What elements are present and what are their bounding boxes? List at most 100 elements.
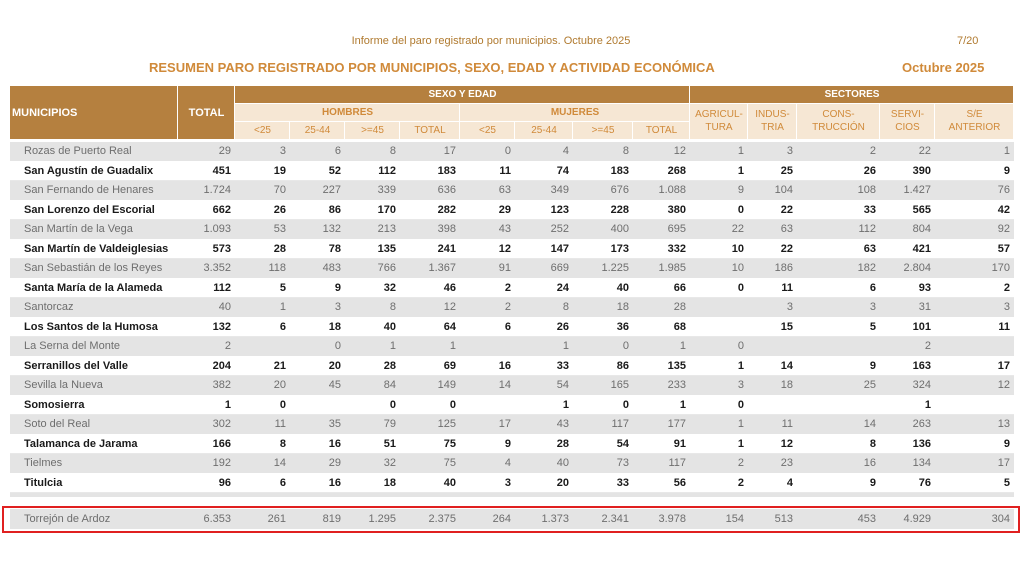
cell-value: 18: [328, 320, 341, 333]
cell-value: 40: [218, 301, 231, 314]
cell-value: 101: [912, 320, 931, 333]
municipality: Santa María de la Alameda: [24, 281, 163, 294]
cell-value: 1: [737, 418, 744, 431]
cell-value: 0: [279, 398, 286, 411]
cell-value: 1.427: [903, 184, 931, 197]
cell-value: 398: [437, 223, 456, 236]
header-label: MUJERES: [550, 107, 600, 118]
cell-value: 573: [212, 242, 231, 255]
cell-value: 0: [622, 340, 629, 353]
cell-value: 69: [443, 359, 456, 372]
cell-value: 1: [389, 340, 396, 353]
cell-value: 3: [279, 145, 286, 158]
table-row: [10, 181, 1014, 201]
cell-value: 1: [737, 145, 744, 158]
cell-value: 1: [737, 359, 744, 372]
cell-value: 57: [997, 242, 1010, 255]
cell-value: 70: [273, 184, 286, 197]
cell-value: 42: [997, 203, 1010, 216]
cell-value: 20: [328, 359, 341, 372]
cell-value: 154: [725, 513, 744, 525]
cell-value: 26: [863, 164, 876, 177]
cell-value: 339: [377, 184, 396, 197]
cell-value: 1: [224, 398, 231, 411]
header-cell: [235, 86, 690, 104]
cell-value: 268: [667, 164, 686, 177]
header-cell: [460, 104, 690, 122]
cell-value: 241: [437, 242, 456, 255]
cell-value: 3: [786, 301, 793, 314]
header-cell: [690, 86, 1014, 104]
cell-value: 63: [863, 242, 876, 255]
cell-value: 40: [383, 320, 396, 333]
sub-header: <25: [254, 125, 271, 136]
cell-value: 86: [616, 359, 629, 372]
cell-value: 68: [673, 320, 686, 333]
cell-value: 227: [322, 184, 341, 197]
cell-value: 9: [869, 476, 876, 489]
cell-value: 0: [737, 203, 744, 216]
cell-value: 15: [780, 320, 793, 333]
cell-value: 1.373: [541, 513, 569, 525]
cell-value: 5: [869, 320, 876, 333]
cell-value: 11: [274, 418, 286, 431]
cell-value: 64: [443, 320, 456, 333]
cell-value: 1: [679, 398, 686, 411]
header-cell: [460, 122, 515, 140]
cell-value: 91: [673, 437, 686, 450]
cell-value: 16: [498, 359, 511, 372]
cell-value: 9: [1003, 164, 1010, 177]
cell-value: 766: [377, 262, 396, 275]
cell-value: 163: [912, 359, 931, 372]
cell-value: 28: [673, 301, 686, 314]
cell-value: 1: [562, 398, 569, 411]
sector-header: TURA: [705, 122, 733, 133]
cell-value: 20: [556, 476, 569, 489]
cell-value: 136: [912, 437, 931, 450]
month: Octubre 2025: [902, 60, 985, 75]
header-cell: [880, 104, 935, 140]
cell-value: 170: [991, 262, 1010, 275]
cell-value: 9: [737, 184, 744, 197]
cell-value: 1.367: [428, 262, 456, 275]
sub-header: 25-44: [304, 125, 331, 136]
sector-header: ANTERIOR: [948, 122, 1001, 133]
cell-value: 28: [556, 437, 569, 450]
cell-value: 6: [279, 320, 286, 333]
municipality: Rozas de Puerto Real: [24, 145, 132, 158]
cell-value: 324: [912, 379, 931, 392]
sector-header: SERVI-: [890, 109, 925, 120]
cell-value: 165: [610, 379, 629, 392]
cell-value: 5: [279, 281, 286, 294]
cell-value: 1.093: [203, 223, 231, 236]
cell-value: 19: [273, 164, 286, 177]
cell-value: 263: [912, 418, 931, 431]
cell-value: 66: [673, 281, 686, 294]
header-cell: [748, 104, 797, 140]
header-label: MUNICIPIOS: [12, 107, 78, 119]
sub-header: TOTAL: [645, 125, 678, 136]
cell-value: 2: [869, 145, 876, 158]
table-row: [10, 220, 1014, 240]
header-cell: [10, 86, 178, 140]
cell-value: 3: [334, 301, 341, 314]
header-cell: [690, 104, 748, 140]
cell-value: 390: [912, 164, 931, 177]
cell-value: 22: [918, 145, 931, 158]
cell-value: 17: [498, 418, 511, 431]
sector-header: INDUS-: [755, 109, 790, 120]
cell-value: 166: [212, 437, 231, 450]
cell-value: 1: [562, 340, 569, 353]
cell-value: 63: [498, 184, 511, 197]
cell-value: 123: [550, 203, 569, 216]
page-number: 7/20: [957, 35, 979, 47]
header-cell: [345, 122, 400, 140]
table-row: [10, 298, 1014, 318]
cell-value: 3.352: [203, 262, 231, 275]
table-row: [10, 337, 1014, 357]
cell-value: 1.724: [203, 184, 231, 197]
cell-value: 0: [504, 145, 511, 158]
cell-value: 1: [924, 398, 931, 411]
cell-value: 32: [383, 457, 396, 470]
cell-value: 117: [611, 418, 629, 431]
